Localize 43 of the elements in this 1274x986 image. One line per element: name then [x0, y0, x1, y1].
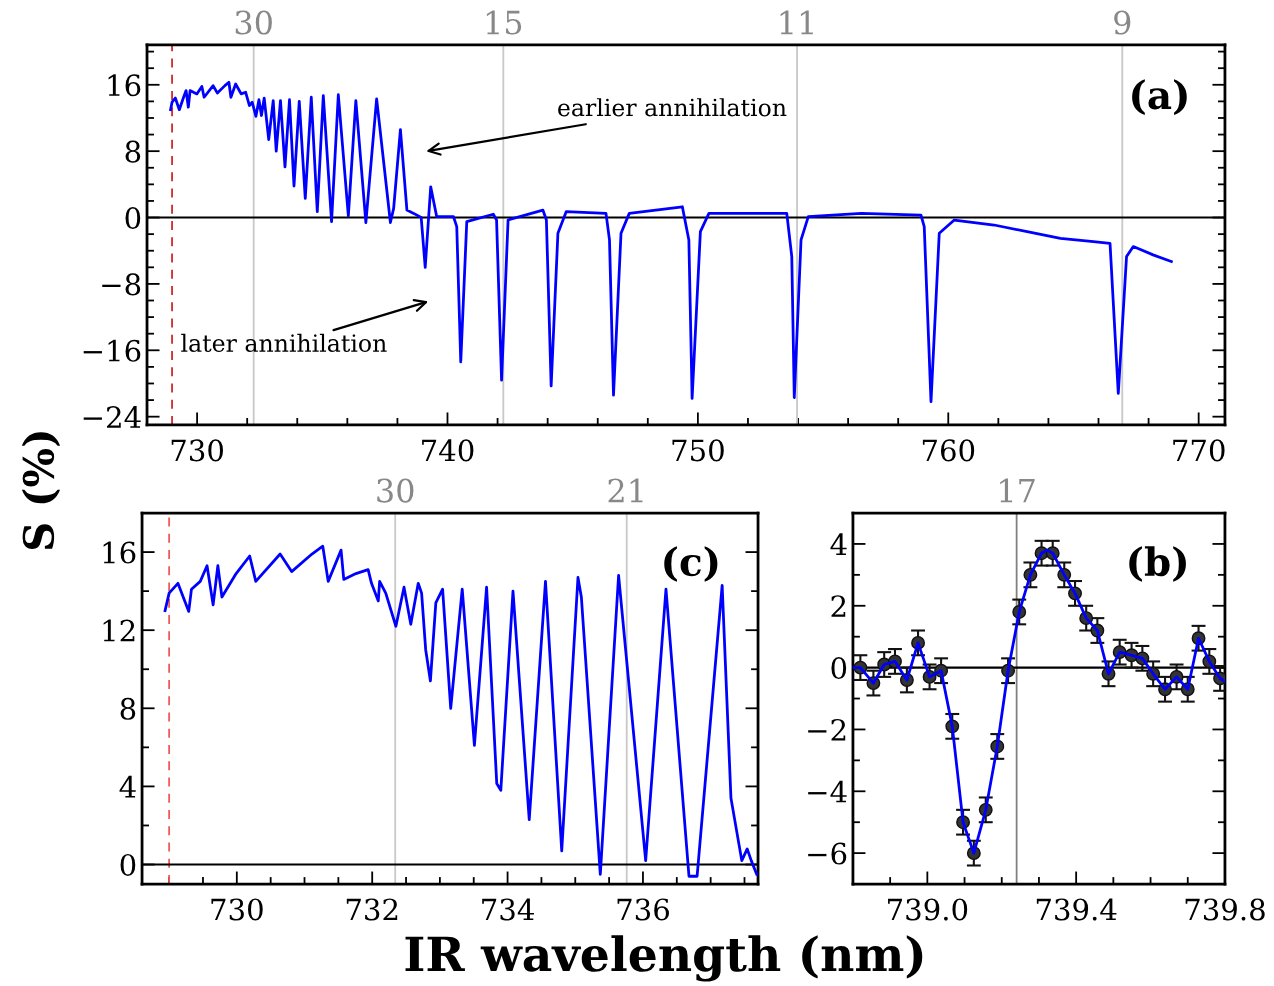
x-tick-label: 760 — [922, 439, 975, 462]
x-tick-label: 736 — [617, 898, 669, 921]
annotation: 15 — [486, 10, 522, 35]
y-tick-label: 0 — [125, 206, 141, 230]
y-tick-label: 8 — [125, 140, 141, 163]
annotation: earlier annihilation — [558, 98, 787, 117]
annotation: 11 — [780, 10, 813, 35]
y-tick-label: 4 — [119, 775, 136, 798]
y-tick-label: −4 — [808, 780, 847, 803]
y-tick-label: 0 — [831, 657, 847, 680]
annotation: 21 — [608, 478, 643, 503]
x-tick-label: 739.8 — [1185, 898, 1265, 921]
y-tick-label: −24 — [83, 406, 141, 428]
y-tick-label: 12 — [103, 619, 135, 642]
annotation: 17 — [1000, 478, 1035, 503]
x-tick-label: 730 — [211, 898, 263, 921]
y-tick-label: −16 — [83, 339, 141, 362]
annotation: 30 — [377, 478, 414, 503]
x-tick-label: 750 — [672, 439, 724, 462]
y-tick-label: −8 — [102, 273, 141, 296]
x-axis-title: IR wavelength (nm) — [405, 935, 923, 982]
x-tick-label: 770 — [1173, 439, 1225, 462]
text: (a) — [1132, 79, 1187, 115]
y-tick-label: 16 — [108, 74, 141, 97]
y-tick-label: −6 — [808, 842, 847, 865]
y-tick-label: 4 — [830, 533, 847, 556]
x-tick-label: 739.4 — [1036, 898, 1117, 921]
text: (c) — [664, 546, 718, 582]
y-axis-title: S (%) — [21, 432, 61, 550]
y-tick-label: 16 — [103, 541, 136, 564]
y-tick-label: −2 — [808, 718, 846, 741]
x-tick-label: 734 — [482, 898, 534, 921]
x-tick-label: 739.0 — [888, 898, 968, 921]
x-tick-label: 732 — [346, 898, 398, 921]
x-tick-label: 730 — [171, 439, 223, 462]
annotation: later annihilation — [181, 333, 387, 353]
annotation: 30 — [235, 10, 272, 35]
y-tick-label: 8 — [120, 697, 136, 720]
x-tick-label: 740 — [422, 439, 474, 462]
text: (b) — [1129, 546, 1186, 582]
y-tick-label: 2 — [831, 595, 846, 617]
annotation: 9 — [1114, 10, 1131, 35]
y-tick-label: 0 — [120, 853, 136, 877]
